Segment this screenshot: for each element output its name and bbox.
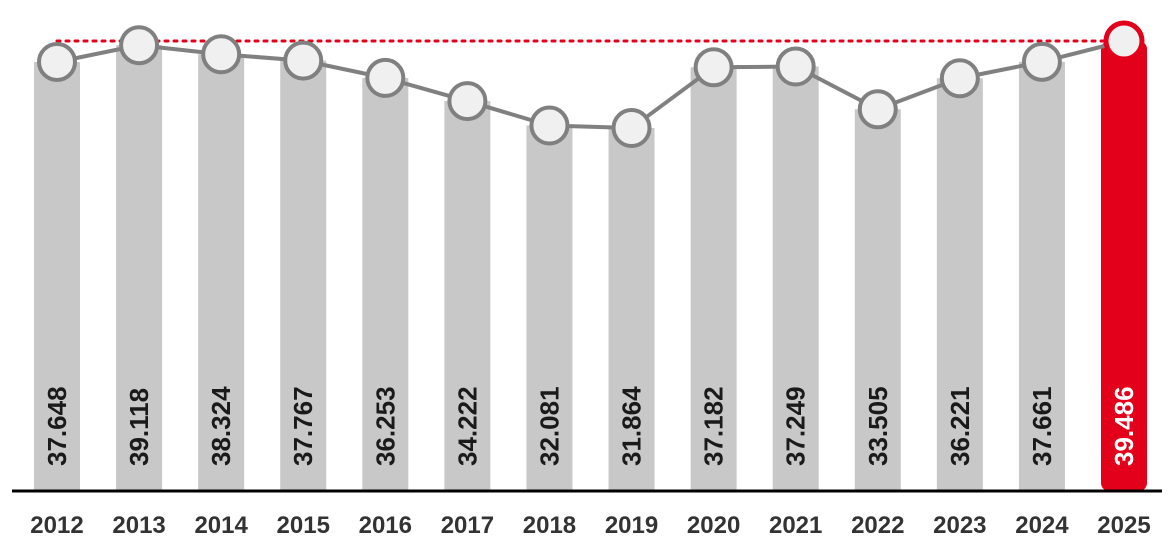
bar-2014: [198, 54, 245, 491]
marker-2013: [119, 25, 160, 66]
bars-layer: [34, 41, 1147, 492]
marker-2019: [611, 108, 652, 148]
bar-2022: [854, 109, 901, 491]
x-tick-2013: 2013: [112, 512, 165, 539]
bar-2015: [280, 60, 327, 492]
bar-2024: [1018, 61, 1065, 491]
bar-2018: [526, 125, 573, 491]
bar-2019: [608, 128, 655, 491]
marker-2023: [939, 58, 980, 99]
value-label-2018: 32.081: [534, 386, 564, 466]
bar-2023: [936, 78, 983, 492]
marker-2024: [1021, 41, 1062, 82]
marker-2015: [283, 40, 324, 81]
x-tick-labels-layer: 2012 2013 2014 2015 2016 2017 2018 2019 2020 2021…: [30, 512, 1150, 539]
x-tick-2014: 2014: [194, 512, 248, 539]
x-tick-2021: 2021: [769, 512, 822, 539]
value-label-2020: 37.182: [699, 386, 729, 466]
x-tick-2019: 2019: [605, 512, 658, 539]
value-label-2022: 33.505: [863, 386, 893, 466]
bar-2012: [34, 61, 80, 492]
x-tick-2015: 2015: [277, 512, 330, 539]
marker-2020: [693, 47, 734, 88]
bar-2025: [1101, 41, 1147, 491]
x-tick-2017: 2017: [441, 512, 494, 539]
marker-2017: [447, 81, 488, 122]
x-tick-2020: 2020: [687, 512, 740, 539]
value-label-2024: 37.661: [1027, 386, 1057, 466]
markers-layer: [37, 20, 1145, 148]
x-tick-2023: 2023: [933, 512, 986, 539]
value-label-2021: 37.249: [781, 386, 811, 466]
bar-2017: [444, 101, 491, 491]
value-label-2019: 31.864: [617, 386, 647, 466]
marker-2014: [201, 34, 242, 75]
marker-2022: [857, 89, 898, 130]
bar-2021: [772, 66, 819, 492]
value-labels-layer: 37.648 39.118 38.324 37.767 36.253 34.222 32.0…: [42, 386, 1139, 466]
value-label-2012: 37.648: [42, 386, 72, 466]
value-label-2023: 36.221: [945, 386, 975, 466]
x-tick-2016: 2016: [359, 512, 412, 539]
marker-2021: [775, 46, 816, 87]
x-tick-2024: 2024: [1015, 512, 1069, 539]
value-label-2015: 37.767: [288, 386, 318, 466]
x-tick-2025: 2025: [1097, 512, 1150, 539]
marker-2012: [37, 41, 77, 82]
bar-2020: [690, 67, 737, 491]
marker-2018: [529, 105, 570, 146]
value-label-2016: 36.253: [370, 386, 400, 466]
value-label-2013: 39.118: [124, 388, 154, 466]
value-label-2014: 38.324: [206, 386, 236, 466]
x-tick-2018: 2018: [523, 512, 576, 539]
marker-2025: [1103, 20, 1145, 62]
value-label-2025: 39.486: [1109, 386, 1139, 466]
x-tick-2012: 2012: [30, 512, 83, 539]
value-label-2017: 34.222: [452, 386, 482, 466]
bar-2016: [362, 77, 409, 491]
marker-2016: [365, 57, 406, 98]
bar-2013: [116, 45, 163, 492]
x-tick-2022: 2022: [851, 512, 904, 539]
